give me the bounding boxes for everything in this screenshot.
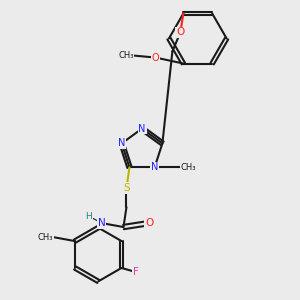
Text: CH₃: CH₃: [118, 51, 134, 60]
Text: O: O: [152, 52, 159, 62]
Text: CH₃: CH₃: [181, 163, 196, 172]
Text: F: F: [133, 267, 138, 277]
Text: O: O: [145, 218, 154, 228]
Text: H: H: [85, 212, 92, 220]
Text: N: N: [98, 218, 106, 228]
Text: CH₃: CH₃: [38, 232, 53, 242]
Text: O: O: [176, 27, 184, 38]
Text: N: N: [138, 124, 146, 134]
Text: N: N: [151, 162, 158, 172]
Text: N: N: [118, 138, 125, 148]
Text: S: S: [123, 183, 130, 193]
